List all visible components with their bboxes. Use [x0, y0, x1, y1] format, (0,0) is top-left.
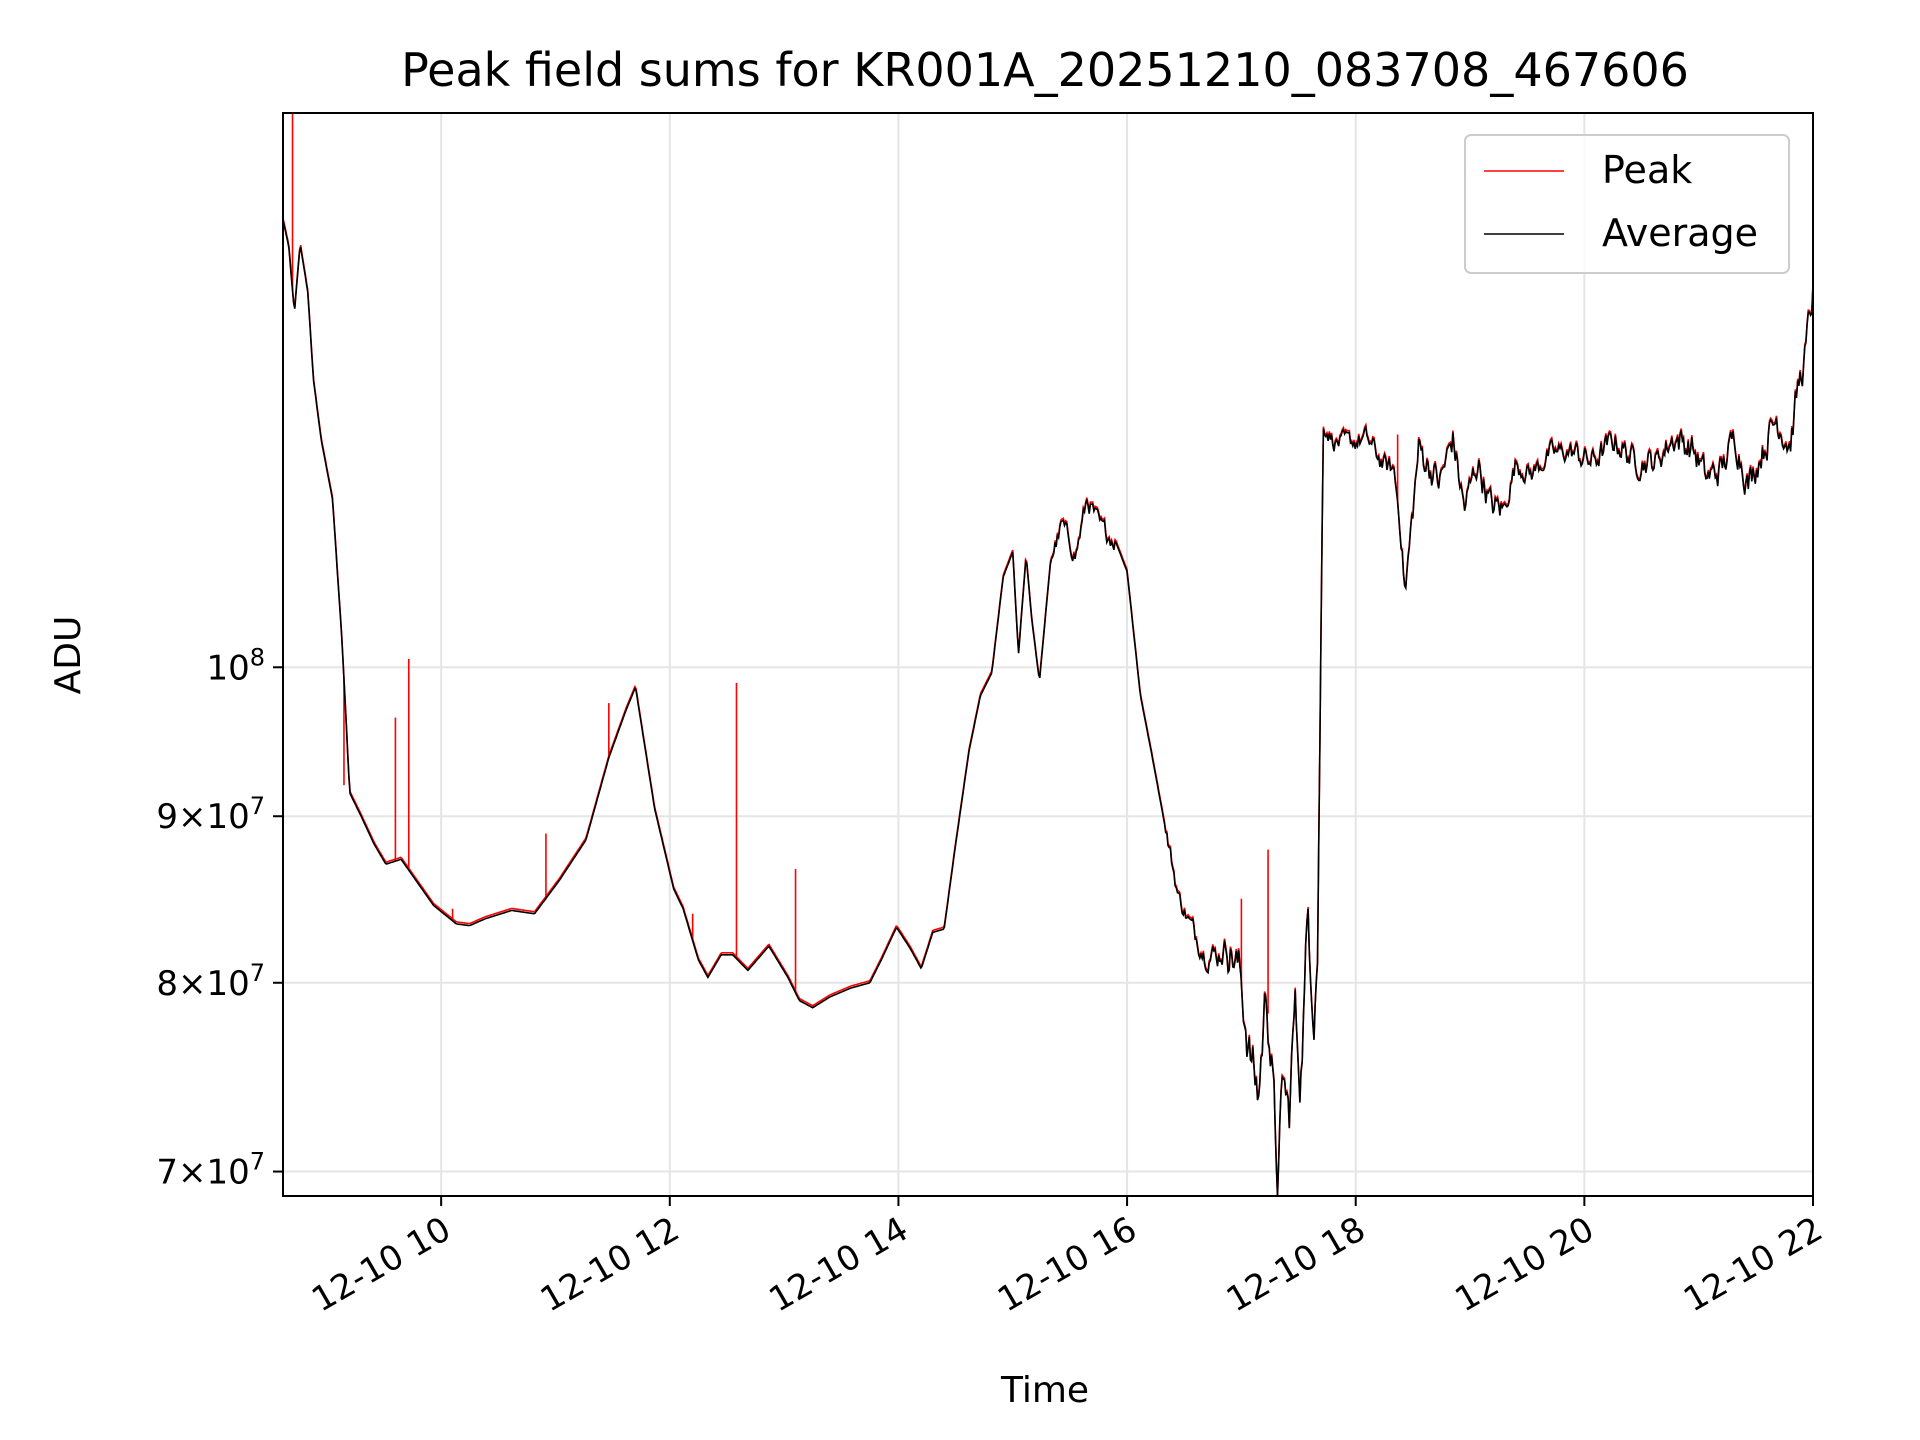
- series-layer: [282, 113, 1814, 1197]
- chart-title: Peak field sums for KR001A_20251210_0837…: [401, 43, 1689, 97]
- y-tick-label: 7×107: [156, 1148, 265, 1193]
- x-axis-label: Time: [1000, 1370, 1089, 1411]
- series-line-average: [282, 219, 1814, 1197]
- plot-frame: [282, 112, 1814, 1197]
- legend: Peak Average: [1464, 134, 1790, 274]
- y-tick-label: 8×107: [156, 959, 265, 1004]
- legend-label-peak: Peak: [1602, 148, 1692, 192]
- legend-label-average: Average: [1602, 211, 1758, 255]
- y-tick-label: 108: [206, 643, 265, 688]
- legend-box: [1464, 134, 1790, 274]
- grid: [283, 113, 1813, 1196]
- y-tick-label: 9×107: [156, 792, 265, 837]
- y-axis: 7×107 8×107 9×107 108: [156, 643, 283, 1193]
- y-axis-label: ADU: [48, 616, 89, 695]
